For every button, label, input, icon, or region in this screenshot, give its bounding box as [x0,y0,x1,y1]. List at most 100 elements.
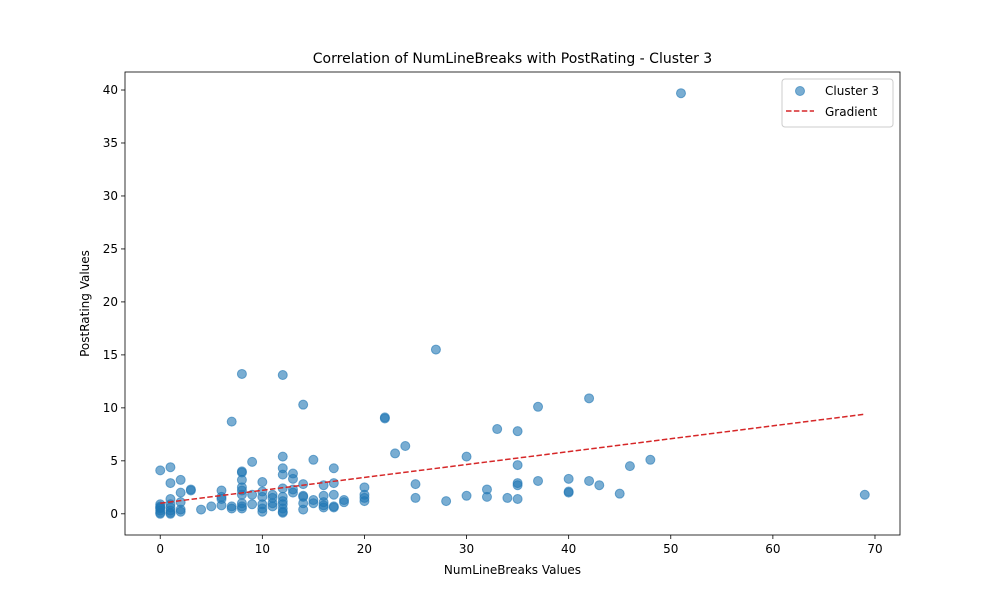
data-point [236,489,247,500]
data-point [410,492,421,503]
data-point [430,344,441,355]
data-point [481,491,492,502]
data-point [328,478,339,489]
data-point [298,504,309,515]
data-point [512,426,523,437]
data-point [206,501,217,512]
data-point [175,487,186,498]
data-point [390,448,401,459]
data-point [512,460,523,471]
data-point [318,502,329,513]
data-point [339,497,350,508]
y-tick-label: 40 [103,83,118,97]
data-point [257,506,268,517]
data-point [155,502,166,513]
data-point [359,496,370,507]
data-point [236,503,247,514]
legend: Cluster 3 Gradient [781,78,894,128]
data-point [400,441,411,451]
data-point [410,479,421,490]
x-tick-label: 40 [561,542,576,556]
y-tick-label: 15 [103,348,118,362]
data-point [461,490,472,501]
data-point [512,493,523,504]
legend-box [781,78,894,128]
data-point [165,508,176,519]
data-point [216,500,227,511]
y-axis-label: PostRating Values [78,250,92,357]
data-point [328,489,339,500]
x-tick-label: 20 [357,542,372,556]
data-point [308,498,319,509]
chart-title: Correlation of NumLineBreaks with PostRa… [313,51,712,67]
data-point [533,401,544,412]
data-point [512,480,523,491]
data-point [461,451,472,462]
y-tick-label: 5 [110,454,118,468]
data-point [277,507,288,518]
x-tick-label: 30 [459,542,474,556]
data-point [165,462,176,473]
y-tick-label: 25 [103,242,118,256]
data-point [308,454,319,465]
data-point [645,454,656,465]
data-point [584,475,595,486]
data-point [328,502,339,513]
data-point [277,469,288,480]
x-axis-label: NumLineBreaks Values [444,563,581,577]
data-point [226,416,237,427]
points-layer [155,88,870,519]
data-point [533,475,544,486]
data-point [441,496,452,507]
gradient-line [160,413,865,504]
x-axis-ticks: 0 10 20 30 40 50 60 70 [156,535,883,556]
data-point [165,478,176,489]
data-point [584,393,595,404]
data-point [175,506,186,517]
data-point [492,424,503,435]
legend-label-cluster: Cluster 3 [825,84,879,98]
data-point [185,485,196,496]
data-point [257,477,268,488]
data-point [379,413,390,424]
y-axis-ticks: 0 5 10 15 20 25 30 35 40 [103,83,125,521]
x-tick-label: 70 [867,542,882,556]
x-tick-label: 0 [156,542,164,556]
data-point [624,461,635,472]
y-tick-label: 35 [103,136,118,150]
y-tick-label: 10 [103,401,118,415]
y-tick-label: 30 [103,189,118,203]
data-point [594,480,605,491]
data-point [502,492,513,503]
data-point [287,473,298,484]
plot-area [124,71,901,536]
legend-label-gradient: Gradient [825,105,878,119]
data-point [675,88,686,99]
plot-frame [124,71,901,536]
data-point [328,463,339,474]
data-point [196,504,207,515]
data-point [277,370,288,381]
data-point [298,399,309,410]
data-point [298,479,309,490]
data-point [287,487,298,498]
x-tick-label: 60 [765,542,780,556]
data-point [236,368,247,379]
y-tick-label: 20 [103,295,118,309]
x-tick-label: 50 [663,542,678,556]
data-point [175,474,186,485]
data-point [247,499,258,510]
data-point [563,487,574,498]
data-point [277,451,288,462]
y-tick-label: 0 [110,507,118,521]
data-point [226,503,237,514]
data-point [859,489,870,500]
data-point [614,488,625,499]
data-point [247,456,258,467]
x-tick-label: 10 [255,542,270,556]
data-point [563,473,574,484]
data-point [155,465,166,476]
legend-marker-cluster [795,86,805,96]
data-point [267,501,278,512]
